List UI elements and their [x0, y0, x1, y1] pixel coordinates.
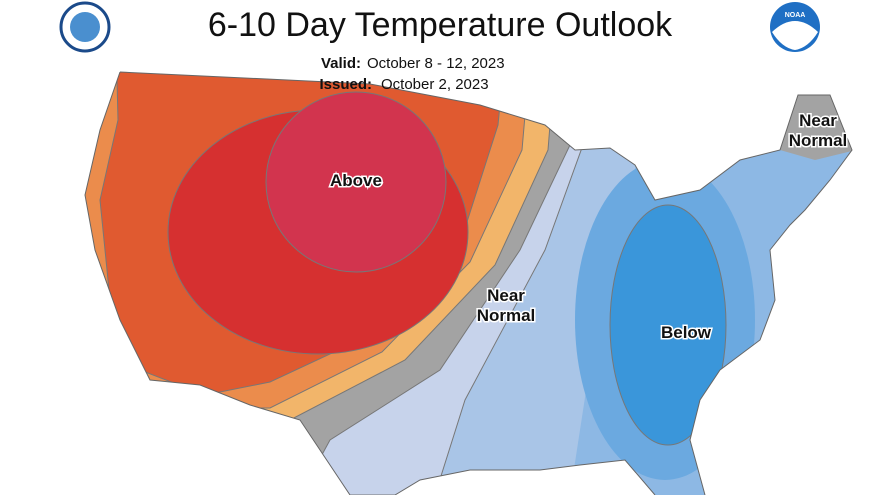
- valid-label: Valid:: [321, 55, 361, 72]
- region-label: Normal: [477, 306, 536, 325]
- us-outline: [84, 71, 853, 495]
- title: 6-10 Day Temperature Outlook: [208, 6, 673, 44]
- region-label: Normal: [789, 131, 848, 150]
- valid-dates: October 8 - 12, 2023: [367, 55, 505, 72]
- region-label: Below: [661, 323, 712, 342]
- band-above: [265, 91, 447, 273]
- region-label: Near: [799, 111, 837, 130]
- seal-center: [70, 12, 100, 42]
- issued-label: Issued:: [319, 76, 372, 93]
- band-below: [609, 204, 727, 446]
- noaa-text: NOAA: [785, 12, 806, 19]
- region-label: Near: [487, 286, 525, 305]
- noaa-logo: NOAA: [770, 2, 820, 52]
- issued-date: October 2, 2023: [381, 76, 489, 93]
- noaa-bird: [772, 21, 818, 50]
- doc-seal: [59, 1, 111, 53]
- region-label: Above: [330, 171, 382, 190]
